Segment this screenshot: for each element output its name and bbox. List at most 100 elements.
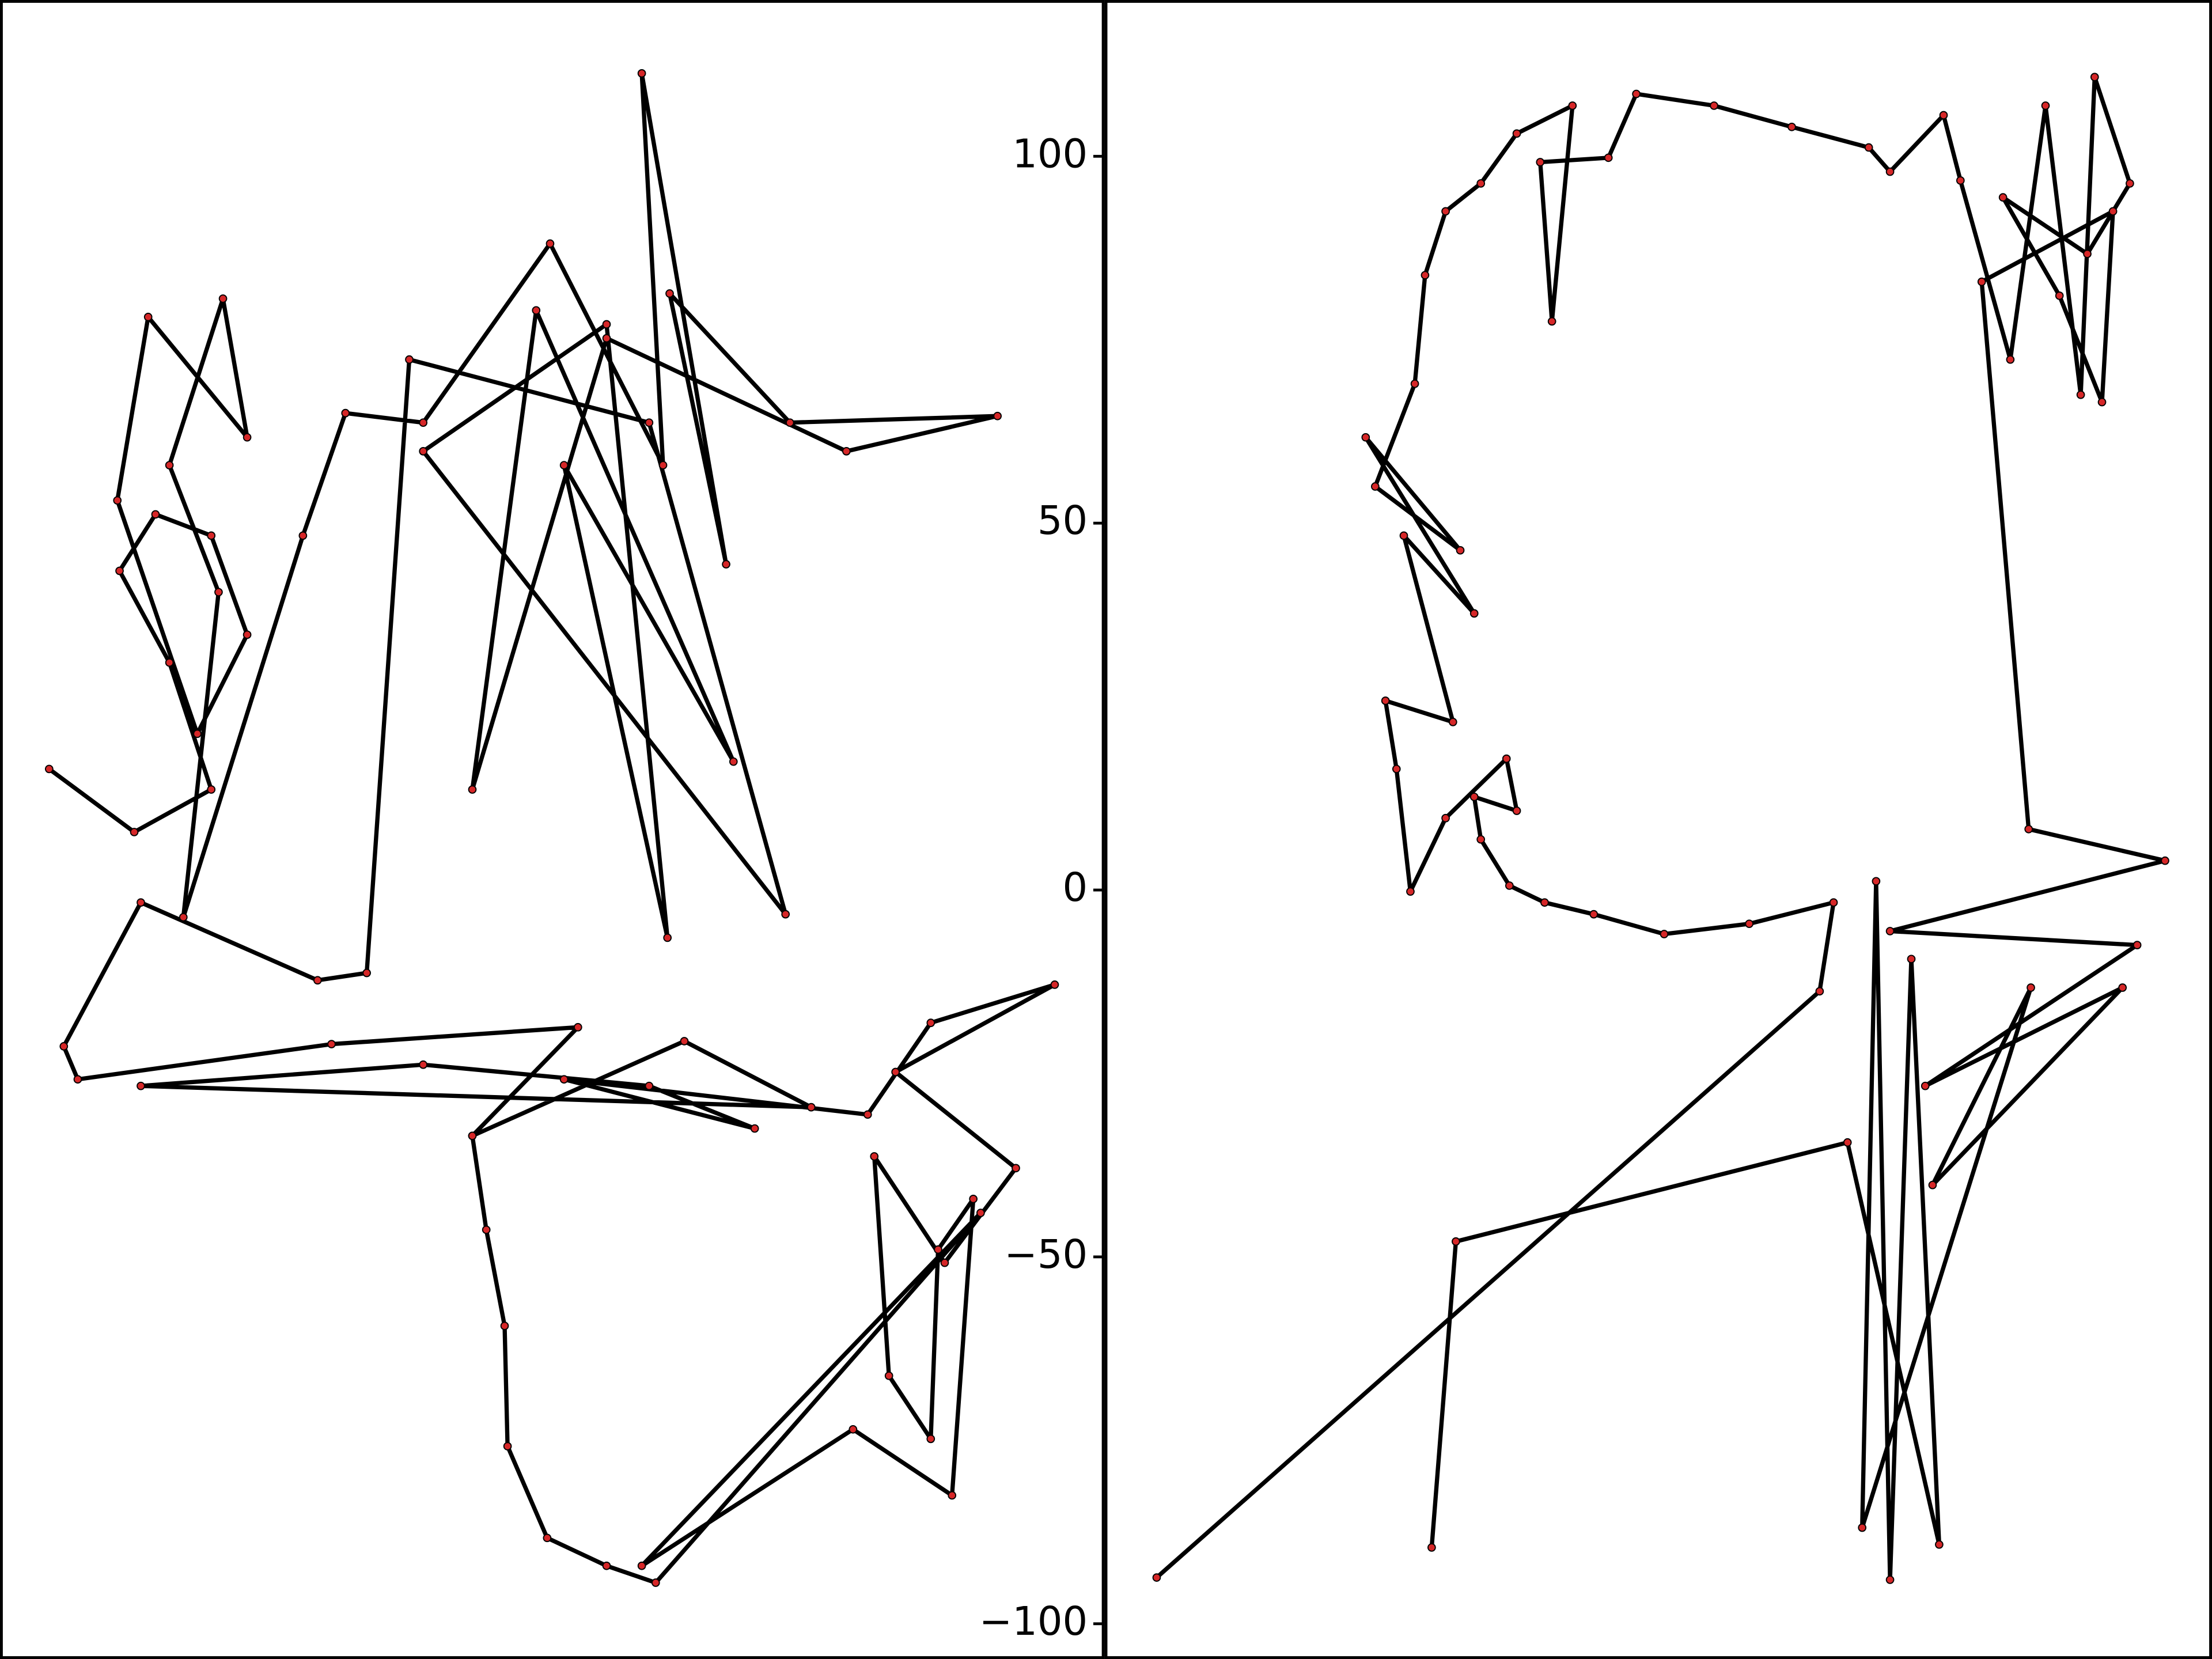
- data-point: [1864, 143, 1873, 152]
- data-point: [1152, 1573, 1161, 1582]
- data-point: [559, 1075, 569, 1084]
- data-point: [1858, 1523, 1867, 1532]
- axes-frame: [0, 0, 1105, 1659]
- data-point: [1956, 176, 1965, 185]
- data-point: [806, 1103, 816, 1112]
- data-point: [926, 1434, 935, 1444]
- data-point: [680, 1037, 689, 1046]
- data-point: [1512, 806, 1521, 815]
- data-point: [419, 447, 428, 456]
- data-point: [1660, 930, 1669, 938]
- data-point: [926, 1018, 935, 1027]
- y-tick-label: 50: [1037, 498, 1088, 544]
- data-point: [976, 1209, 985, 1217]
- data-point: [1050, 980, 1059, 989]
- data-point: [2161, 856, 2169, 865]
- data-point: [2041, 101, 2050, 110]
- data-point: [298, 531, 308, 540]
- data-point: [1885, 1575, 1895, 1584]
- data-point: [1476, 179, 1486, 188]
- data-point: [1406, 887, 1415, 896]
- data-point: [1872, 877, 1881, 886]
- data-point: [637, 69, 646, 78]
- data-point: [1843, 1138, 1852, 1147]
- data-point: [243, 630, 252, 639]
- data-point: [559, 461, 569, 469]
- data-point: [637, 1561, 646, 1570]
- data-point: [969, 1194, 978, 1203]
- data-point: [468, 1131, 477, 1141]
- data-point: [1935, 1540, 1944, 1549]
- data-point: [842, 447, 851, 456]
- data-point: [2055, 291, 2064, 300]
- data-point: [863, 1110, 872, 1119]
- data-point: [1907, 955, 1916, 964]
- y-tick-label: −50: [1004, 1232, 1088, 1278]
- data-point: [1441, 813, 1450, 823]
- data-point: [2027, 983, 2035, 992]
- data-point: [1921, 1081, 1930, 1090]
- data-point: [1421, 271, 1430, 280]
- data-point: [2090, 73, 2099, 82]
- data-point: [750, 1124, 759, 1133]
- data-point: [934, 1245, 942, 1254]
- data-point: [44, 764, 54, 774]
- data-point: [543, 1533, 552, 1543]
- data-point: [1410, 379, 1419, 388]
- data-point: [165, 658, 174, 667]
- data-point: [1829, 898, 1838, 907]
- data-point: [948, 1491, 957, 1500]
- data-point: [218, 294, 228, 303]
- data-point: [193, 729, 202, 738]
- data-point: [113, 496, 122, 505]
- data-point: [2083, 249, 2092, 259]
- data-point: [645, 1081, 654, 1090]
- data-point: [602, 334, 611, 343]
- data-point: [1502, 754, 1511, 763]
- data-point: [1815, 987, 1824, 996]
- y-tick-label: 0: [1063, 865, 1088, 911]
- data-point: [665, 289, 674, 298]
- y-tick-label: −100: [979, 1599, 1088, 1645]
- data-point: [165, 461, 174, 469]
- data-point: [2133, 941, 2142, 949]
- data-point: [785, 418, 794, 427]
- data-point: [1469, 609, 1479, 618]
- data-point: [419, 1060, 428, 1069]
- data-point: [2118, 983, 2127, 992]
- data-point: [1547, 317, 1556, 326]
- data-point: [1456, 546, 1465, 555]
- y-tick-label: 100: [1012, 131, 1088, 177]
- data-point: [73, 1075, 82, 1084]
- data-point: [59, 1042, 69, 1051]
- data-line: [1155, 75, 2168, 1582]
- data-point: [214, 588, 223, 597]
- data-point: [468, 785, 477, 794]
- data-point: [1452, 1237, 1460, 1246]
- data-point: [1939, 111, 1948, 120]
- data-point: [849, 1425, 858, 1434]
- data-point: [1469, 792, 1479, 801]
- data-point: [1632, 89, 1641, 99]
- data-point: [532, 306, 541, 315]
- data-point: [1476, 835, 1486, 844]
- data-point: [1998, 193, 2008, 202]
- data-point: [1361, 433, 1370, 442]
- data-point: [482, 1225, 491, 1234]
- data-point: [207, 531, 216, 540]
- data-point: [1399, 531, 1408, 540]
- data-line: [48, 71, 1057, 1585]
- data-point: [1928, 1180, 1937, 1190]
- data-point: [362, 968, 371, 978]
- data-point: [419, 418, 428, 427]
- data-point: [1392, 764, 1401, 774]
- data-point: [1540, 898, 1549, 907]
- data-point: [1427, 1543, 1436, 1552]
- data-point: [137, 898, 145, 907]
- data-point: [1604, 153, 1613, 162]
- data-point: [1505, 881, 1514, 890]
- data-point: [341, 408, 350, 418]
- data-point: [1568, 101, 1577, 110]
- data-point: [1589, 910, 1599, 919]
